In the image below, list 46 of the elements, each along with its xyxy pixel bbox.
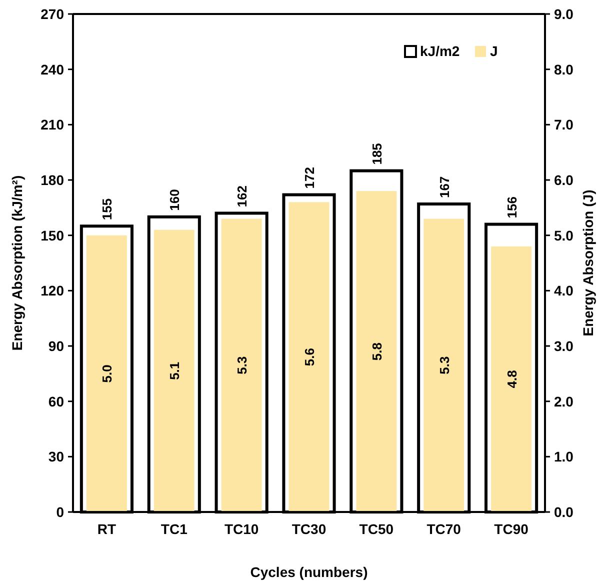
y2-tick-label: 5.0 bbox=[554, 227, 574, 244]
x-tick-label: TC50 bbox=[359, 521, 394, 537]
y-tick-label: 240 bbox=[40, 61, 64, 78]
x-tick-label: TC90 bbox=[494, 521, 529, 537]
y-tick-label: 270 bbox=[40, 6, 64, 22]
y2-axis-title: Energy Absorption (J) bbox=[580, 190, 596, 336]
x-axis-title: Cycles (numbers) bbox=[250, 564, 368, 580]
y-tick-label: 30 bbox=[48, 448, 64, 465]
y-tick-label: 150 bbox=[40, 227, 64, 244]
legend-label: J bbox=[490, 43, 498, 59]
y2-tick-label: 2.0 bbox=[554, 393, 574, 410]
data-label: 172 bbox=[302, 167, 317, 189]
y-tick-label: 210 bbox=[40, 116, 64, 133]
y-axis-title: Energy Absorption (kJ/m²) bbox=[9, 175, 25, 351]
data-label: 5.3 bbox=[234, 356, 250, 374]
data-label: 5.8 bbox=[369, 342, 384, 361]
x-tick-label: TC10 bbox=[224, 521, 259, 537]
y2-tick-label: 4.0 bbox=[554, 282, 574, 299]
y2-tick-label: 0.0 bbox=[554, 504, 574, 520]
y-tick-label: 120 bbox=[40, 282, 64, 299]
x-tick-label: TC1 bbox=[160, 521, 188, 537]
x-tick-label: TC70 bbox=[426, 521, 462, 537]
data-label: 4.8 bbox=[504, 370, 520, 388]
y-tick-label: 180 bbox=[40, 172, 64, 188]
data-label: 5.3 bbox=[436, 356, 452, 374]
y2-tick-label: 6.0 bbox=[554, 172, 574, 188]
y2-tick-label: 3.0 bbox=[554, 338, 574, 354]
y2-tick-label: 9.0 bbox=[554, 6, 574, 22]
legend-label: kJ/m2 bbox=[420, 43, 460, 59]
data-label: 185 bbox=[369, 143, 384, 165]
data-label: 5.1 bbox=[167, 362, 182, 380]
x-tick-label: RT bbox=[97, 521, 116, 537]
y-tick-label: 90 bbox=[48, 338, 64, 354]
data-label: 167 bbox=[436, 176, 452, 198]
y-tick-label: 0 bbox=[56, 504, 64, 520]
data-label: 160 bbox=[167, 189, 182, 211]
data-label: 162 bbox=[234, 185, 250, 208]
data-label: 155 bbox=[100, 198, 115, 220]
y-tick-label: 60 bbox=[48, 393, 64, 410]
data-label: 156 bbox=[504, 196, 520, 218]
data-label: 5.0 bbox=[100, 364, 115, 383]
y2-tick-label: 7.0 bbox=[554, 116, 574, 133]
x-tick-label: TC30 bbox=[292, 521, 326, 537]
data-label: 5.6 bbox=[302, 348, 317, 366]
y2-tick-label: 8.0 bbox=[554, 61, 574, 78]
y2-tick-label: 1.0 bbox=[554, 448, 574, 465]
